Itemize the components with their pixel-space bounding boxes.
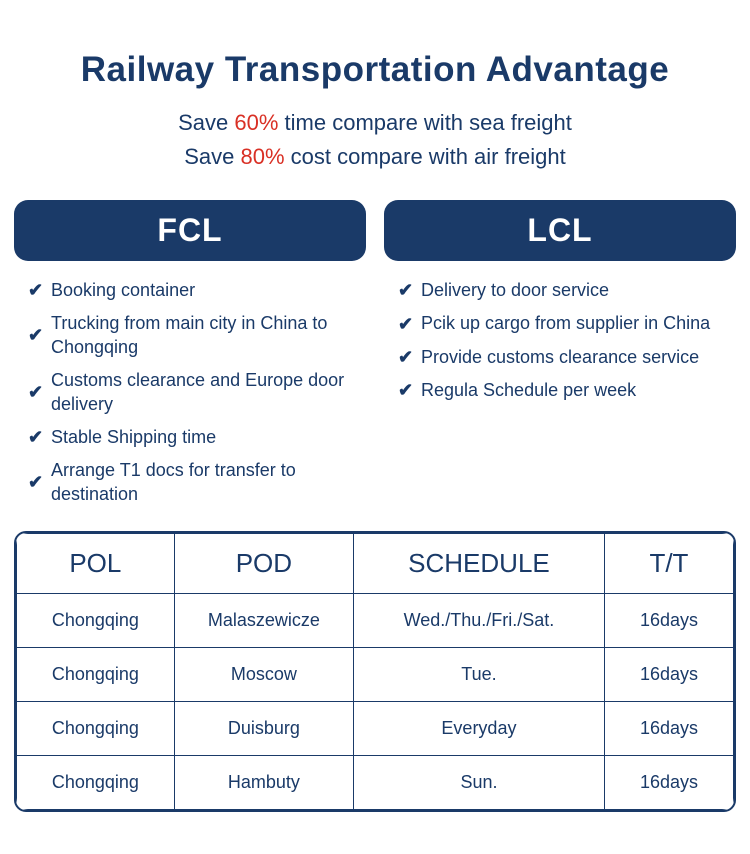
subtitle-pre: Save: [178, 110, 234, 135]
comparison-columns: FCL ✔ Booking container ✔ Trucking from main…: [14, 200, 736, 516]
table-header: POL: [17, 534, 175, 594]
feature-item: ✔ Booking container: [28, 279, 360, 302]
check-icon: ✔: [28, 475, 43, 490]
check-icon: ✔: [398, 383, 413, 398]
feature-item: ✔ Trucking from main city in China to Cho…: [28, 312, 360, 359]
page-title: Railway Transportation Advantage: [14, 50, 736, 90]
feature-list: ✔ Delivery to door service ✔ Pcik up cargo …: [384, 279, 736, 403]
feature-text: Pcik up cargo from supplier in China: [421, 312, 710, 335]
check-icon: ✔: [398, 317, 413, 332]
table-cell: Chongqing: [17, 594, 175, 648]
feature-text: Customs clearance and Europe door delive…: [51, 369, 360, 416]
table-row: ChongqingDuisburgEveryday16days: [17, 702, 734, 756]
feature-list: ✔ Booking container ✔ Trucking from main ci…: [14, 279, 366, 506]
comparison-column: LCL ✔ Delivery to door service ✔ Pcik up car…: [384, 200, 736, 516]
check-icon: ✔: [28, 385, 43, 400]
feature-item: ✔ Arrange T1 docs for transfer to destina…: [28, 459, 360, 506]
table-cell: Chongqing: [17, 648, 175, 702]
table-cell: 16days: [604, 756, 733, 810]
feature-text: Regula Schedule per week: [421, 379, 636, 402]
feature-text: Arrange T1 docs for transfer to destinat…: [51, 459, 360, 506]
column-header: LCL: [384, 200, 736, 261]
table-cell: Wed./Thu./Fri./Sat.: [353, 594, 604, 648]
table-cell: 16days: [604, 648, 733, 702]
subtitle-highlight: 60%: [234, 110, 278, 135]
feature-text: Delivery to door service: [421, 279, 609, 302]
table-cell: Everyday: [353, 702, 604, 756]
table-header: T/T: [604, 534, 733, 594]
feature-item: ✔ Pcik up cargo from supplier in China: [398, 312, 730, 335]
feature-text: Booking container: [51, 279, 195, 302]
feature-item: ✔ Stable Shipping time: [28, 426, 360, 449]
table-cell: Tue.: [353, 648, 604, 702]
table-header: POD: [174, 534, 353, 594]
subtitle-line: Save 80% cost compare with air freight: [14, 144, 736, 170]
subtitle-group: Save 60% time compare with sea freightSa…: [14, 110, 736, 170]
comparison-column: FCL ✔ Booking container ✔ Trucking from main…: [14, 200, 366, 516]
subtitle-post: cost compare with air freight: [285, 144, 566, 169]
table-cell: Sun.: [353, 756, 604, 810]
schedule-table-wrap: POLPODSCHEDULET/TChongqingMalaszewiczeWe…: [14, 531, 736, 812]
feature-item: ✔ Provide customs clearance service: [398, 346, 730, 369]
table-cell: 16days: [604, 702, 733, 756]
table-row: ChongqingMoscowTue.16days: [17, 648, 734, 702]
subtitle-pre: Save: [184, 144, 240, 169]
check-icon: ✔: [28, 328, 43, 343]
column-header: FCL: [14, 200, 366, 261]
feature-item: ✔ Customs clearance and Europe door deliv…: [28, 369, 360, 416]
schedule-table: POLPODSCHEDULET/TChongqingMalaszewiczeWe…: [16, 533, 734, 810]
check-icon: ✔: [28, 283, 43, 298]
feature-text: Stable Shipping time: [51, 426, 216, 449]
table-cell: Duisburg: [174, 702, 353, 756]
table-cell: Malaszewicze: [174, 594, 353, 648]
feature-text: Trucking from main city in China to Chon…: [51, 312, 360, 359]
table-cell: Chongqing: [17, 756, 175, 810]
table-cell: 16days: [604, 594, 733, 648]
feature-item: ✔ Delivery to door service: [398, 279, 730, 302]
check-icon: ✔: [398, 283, 413, 298]
feature-text: Provide customs clearance service: [421, 346, 699, 369]
table-row: ChongqingMalaszewiczeWed./Thu./Fri./Sat.…: [17, 594, 734, 648]
table-cell: Hambuty: [174, 756, 353, 810]
check-icon: ✔: [398, 350, 413, 365]
table-header: SCHEDULE: [353, 534, 604, 594]
feature-item: ✔ Regula Schedule per week: [398, 379, 730, 402]
table-cell: Chongqing: [17, 702, 175, 756]
table-cell: Moscow: [174, 648, 353, 702]
subtitle-highlight: 80%: [240, 144, 284, 169]
subtitle-line: Save 60% time compare with sea freight: [14, 110, 736, 136]
subtitle-post: time compare with sea freight: [278, 110, 571, 135]
check-icon: ✔: [28, 430, 43, 445]
table-row: ChongqingHambutySun.16days: [17, 756, 734, 810]
